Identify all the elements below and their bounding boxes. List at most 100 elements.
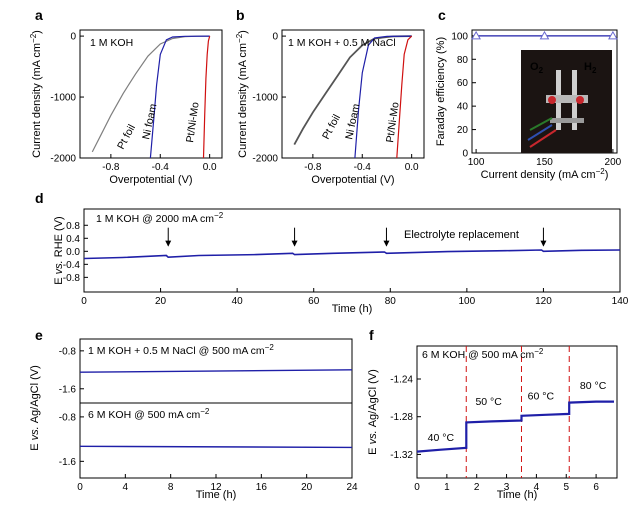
panel-c-ytick-label: 100 xyxy=(451,31,468,42)
panel-e-xtick-label: 16 xyxy=(256,482,268,493)
panel-f-axes xyxy=(416,345,618,479)
panel-label-e: e xyxy=(35,327,43,343)
panel-a-xtick-label: -0.4 xyxy=(152,162,170,173)
panel-c-ytick-label: 60 xyxy=(457,78,469,89)
panel-a-label-pt-foil: Pt foil xyxy=(115,123,138,152)
panel-d-series-line xyxy=(83,249,621,260)
panel-d-ytick-label: 0.0 xyxy=(66,247,80,258)
panel-f-xtick-label: 2 xyxy=(474,482,480,493)
panel-f-temperature-label: 60 °C xyxy=(528,390,555,402)
panel-label-f: f xyxy=(369,327,374,343)
panel-a-series-line xyxy=(149,35,210,159)
panel-f-xtick-label: 6 xyxy=(593,482,599,493)
panel-e-annotation: 1 M KOH + 0.5 M NaCl @ 500 mA cm−2 xyxy=(88,343,274,357)
panel-c-photo-inset xyxy=(521,50,612,153)
panel-f-annotation: 6 M KOH @ 500 mA cm−2 xyxy=(422,347,544,361)
panel-d-arrow-head xyxy=(383,240,390,247)
panel-d-xtick-label: 60 xyxy=(308,296,320,307)
panel-d-xtick-label: 20 xyxy=(155,296,167,307)
panel-f-xtick-label: 4 xyxy=(534,482,540,493)
panel-d-arrow-head xyxy=(165,240,172,247)
panel-c-ytick-label: 0 xyxy=(462,149,468,160)
panel-a-ytick-label: -1000 xyxy=(50,93,76,104)
panel-f-xtick-label: 1 xyxy=(444,482,450,493)
panel-f-ylabel: E vs. Ag/AgCl (V) xyxy=(367,369,379,455)
panel-e-xtick-label: 20 xyxy=(301,482,313,493)
panel-c-xtick-label: 100 xyxy=(468,157,485,168)
panel-a-label-ni-foam: Ni foam xyxy=(140,102,159,140)
panel-b-ylabel: Current density (mA cm−2) xyxy=(235,30,249,158)
photo-blue-wire xyxy=(527,124,553,141)
panel-d-xlabel: Time (h) xyxy=(332,303,373,315)
panel-e-annotation: 6 M KOH @ 500 mA cm−2 xyxy=(88,407,210,421)
panel-f-xtick-label: 0 xyxy=(414,482,420,493)
photo-green-wire xyxy=(529,117,553,131)
panel-c-ylabel: Faraday efficiency (%) xyxy=(435,37,447,146)
panel-e-ylabel: E vs. Ag/AgCl (V) xyxy=(29,365,41,451)
panel-b-series-line xyxy=(293,35,412,146)
panel-d-ytick-label: -0.8 xyxy=(63,273,81,284)
panel-f-ytick-label: -1.32 xyxy=(390,450,413,461)
panel-a-ytick-label: 0 xyxy=(70,32,76,43)
panel-b-ytick-label: -2000 xyxy=(252,154,278,165)
panel-e-xtick-label: 4 xyxy=(123,482,129,493)
panel-b-series-line xyxy=(396,35,413,159)
panel-label-c: c xyxy=(438,7,446,23)
panel-b-xtick-label: 0.0 xyxy=(405,162,419,173)
panel-e-series-line xyxy=(79,369,353,373)
panel-a-label-pt-ni-mo: Pt/Ni-Mo xyxy=(184,101,202,143)
panel-f-temperature-label: 40 °C xyxy=(428,432,455,444)
panel-a-xlabel: Overpotential (V) xyxy=(109,174,192,186)
panel-b-xtick-label: -0.4 xyxy=(354,162,372,173)
panel-a-annotation: 1 M KOH xyxy=(90,37,133,49)
photo-glass-bridge xyxy=(546,95,588,103)
panel-a-xtick-label: 0.0 xyxy=(203,162,217,173)
panel-c-xtick-label: 200 xyxy=(605,157,622,168)
panel-b-ytick-label: -1000 xyxy=(252,93,278,104)
panel-e-xtick-label: 24 xyxy=(346,482,358,493)
panel-e-sub1-ytick-label: -0.8 xyxy=(59,346,77,357)
panel-e-series-line xyxy=(79,445,353,449)
panel-a-xtick-label: -0.8 xyxy=(102,162,120,173)
panel-c-xtick-label: 150 xyxy=(536,157,553,168)
photo-red-clamp xyxy=(548,96,556,104)
panel-b-series-line xyxy=(354,35,412,159)
panel-f-ytick-label: -1.24 xyxy=(390,375,413,386)
panel-d-annotation-replacement: Electrolyte replacement xyxy=(404,229,519,241)
panel-d-xtick-label: 80 xyxy=(385,296,397,307)
panel-d-arrow-head xyxy=(291,240,298,247)
panel-b-label-ni-foam: Ni foam xyxy=(343,102,362,140)
panel-label-a: a xyxy=(35,7,43,23)
panel-f-xtick-label: 3 xyxy=(504,482,510,493)
panel-e-xtick-label: 12 xyxy=(210,482,222,493)
panel-b-xlabel: Overpotential (V) xyxy=(311,174,394,186)
panel-b-annotation: 1 M KOH + 0.5 M NaCl xyxy=(288,37,396,49)
panel-d-xtick-label: 120 xyxy=(535,296,552,307)
panel-e-xtick-label: 8 xyxy=(168,482,174,493)
panel-a-series-line xyxy=(202,35,211,159)
panel-f-xtick-label: 5 xyxy=(563,482,569,493)
panel-f-ytick-label: -1.28 xyxy=(390,412,413,423)
photo-clamp xyxy=(550,118,584,123)
panel-d-xtick-label: 40 xyxy=(232,296,244,307)
panel-d-arrow-head xyxy=(540,240,547,247)
photo-red-wire xyxy=(529,129,557,148)
panel-b-label-pt-ni-mo: Pt/Ni-Mo xyxy=(384,101,402,143)
panel-b-ytick-label: 0 xyxy=(272,32,278,43)
panel-c-marker-triangle xyxy=(539,30,550,40)
panel-d-xtick-label: 140 xyxy=(612,296,629,307)
panel-f-temperature-label: 50 °C xyxy=(475,396,502,408)
panel-d-xtick-label: 100 xyxy=(459,296,476,307)
panel-b-xtick-label: -0.8 xyxy=(304,162,322,173)
panel-d-ytick-label: 0.8 xyxy=(66,221,80,232)
panel-e-sub2-ytick-label: -1.6 xyxy=(59,457,77,468)
panel-a-ylabel: Current density (mA cm−2) xyxy=(29,30,43,158)
panel-b-axes xyxy=(281,29,425,159)
panel-d-ytick-label: 0.4 xyxy=(66,234,80,245)
panel-c-ytick-label: 40 xyxy=(457,102,469,113)
panel-label-b: b xyxy=(236,7,245,23)
panel-b-label-pt-foil: Pt foil xyxy=(320,113,343,142)
panel-c-ytick-label: 20 xyxy=(457,125,469,136)
panel-d-xtick-label: 0 xyxy=(81,296,87,307)
